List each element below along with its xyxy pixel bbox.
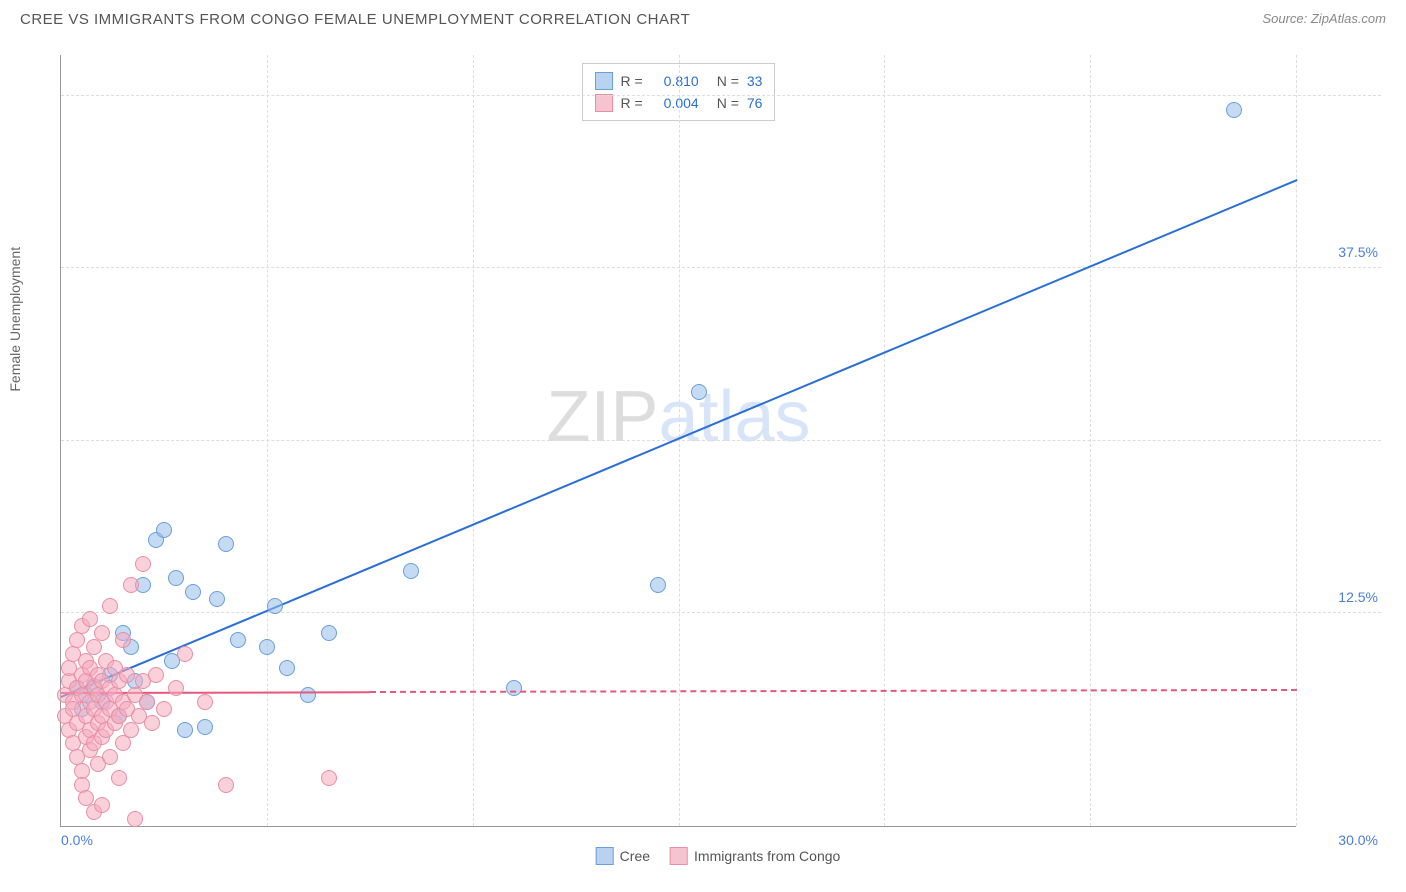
data-point: [279, 660, 295, 676]
data-point: [168, 570, 184, 586]
data-point: [123, 577, 139, 593]
source-prefix: Source:: [1262, 11, 1310, 26]
data-point: [139, 694, 155, 710]
data-point: [102, 749, 118, 765]
data-point: [177, 646, 193, 662]
gridline-horizontal: [61, 440, 1381, 441]
data-point: [115, 735, 131, 751]
legend-swatch: [595, 94, 613, 112]
watermark-atlas: atlas: [658, 377, 810, 457]
data-point: [111, 770, 127, 786]
gridline-vertical: [679, 55, 680, 826]
data-point: [691, 384, 707, 400]
x-tick-label: 30.0%: [1338, 832, 1378, 848]
data-point: [650, 577, 666, 593]
data-point: [123, 722, 139, 738]
x-tick-label: 0.0%: [61, 832, 93, 848]
data-point: [197, 694, 213, 710]
legend-n-value: 33: [747, 70, 763, 92]
legend-series-label: Cree: [620, 848, 650, 864]
data-point: [82, 611, 98, 627]
chart-title: CREE VS IMMIGRANTS FROM CONGO FEMALE UNE…: [20, 11, 690, 28]
data-point: [267, 598, 283, 614]
data-point: [321, 625, 337, 641]
data-point: [168, 680, 184, 696]
data-point: [127, 811, 143, 827]
data-point: [185, 584, 201, 600]
legend-swatch: [595, 72, 613, 90]
gridline-horizontal: [61, 95, 1381, 96]
data-point: [403, 563, 419, 579]
data-point: [69, 632, 85, 648]
data-point: [259, 639, 275, 655]
data-point: [144, 715, 160, 731]
data-point: [218, 777, 234, 793]
data-point: [197, 719, 213, 735]
source-label: Source: ZipAtlas.com: [1262, 10, 1386, 28]
data-point: [230, 632, 246, 648]
legend-series-item: Immigrants from Congo: [670, 847, 840, 865]
y-axis-label: Female Unemployment: [7, 247, 23, 392]
data-point: [209, 591, 225, 607]
gridline-vertical: [267, 55, 268, 826]
gridline-vertical: [884, 55, 885, 826]
data-point: [148, 667, 164, 683]
data-point: [218, 536, 234, 552]
plot-area: ZIPatlas R =0.810N =33R =0.004N =76 12.5…: [60, 55, 1296, 827]
data-point: [156, 701, 172, 717]
data-point: [115, 632, 131, 648]
y-tick-label: 37.5%: [1338, 244, 1378, 260]
data-point: [119, 667, 135, 683]
legend-series-label: Immigrants from Congo: [694, 848, 840, 864]
data-point: [156, 522, 172, 538]
legend-n-label: N =: [717, 70, 739, 92]
data-point: [506, 680, 522, 696]
data-point: [135, 556, 151, 572]
data-point: [86, 639, 102, 655]
data-point: [94, 797, 110, 813]
gridline-vertical: [1090, 55, 1091, 826]
legend-swatch: [670, 847, 688, 865]
legend-series: Cree Immigrants from Congo: [596, 847, 841, 865]
gridline-horizontal: [61, 267, 1381, 268]
legend-series-item: Cree: [596, 847, 650, 865]
data-point: [94, 625, 110, 641]
y-tick-label: 12.5%: [1338, 589, 1378, 605]
data-point: [321, 770, 337, 786]
gridline-vertical: [473, 55, 474, 826]
legend-swatch: [596, 847, 614, 865]
watermark-zip: ZIP: [546, 377, 658, 457]
data-point: [102, 598, 118, 614]
data-point: [177, 722, 193, 738]
trend-line-dashed: [370, 689, 1297, 693]
chart-container: Female Unemployment ZIPatlas R =0.810N =…: [50, 45, 1386, 867]
legend-r-label: R =: [621, 70, 643, 92]
legend-r-value: 0.810: [651, 70, 699, 92]
data-point: [1226, 102, 1242, 118]
gridline-vertical: [1296, 55, 1297, 826]
source-value: ZipAtlas.com: [1311, 11, 1386, 26]
data-point: [300, 687, 316, 703]
